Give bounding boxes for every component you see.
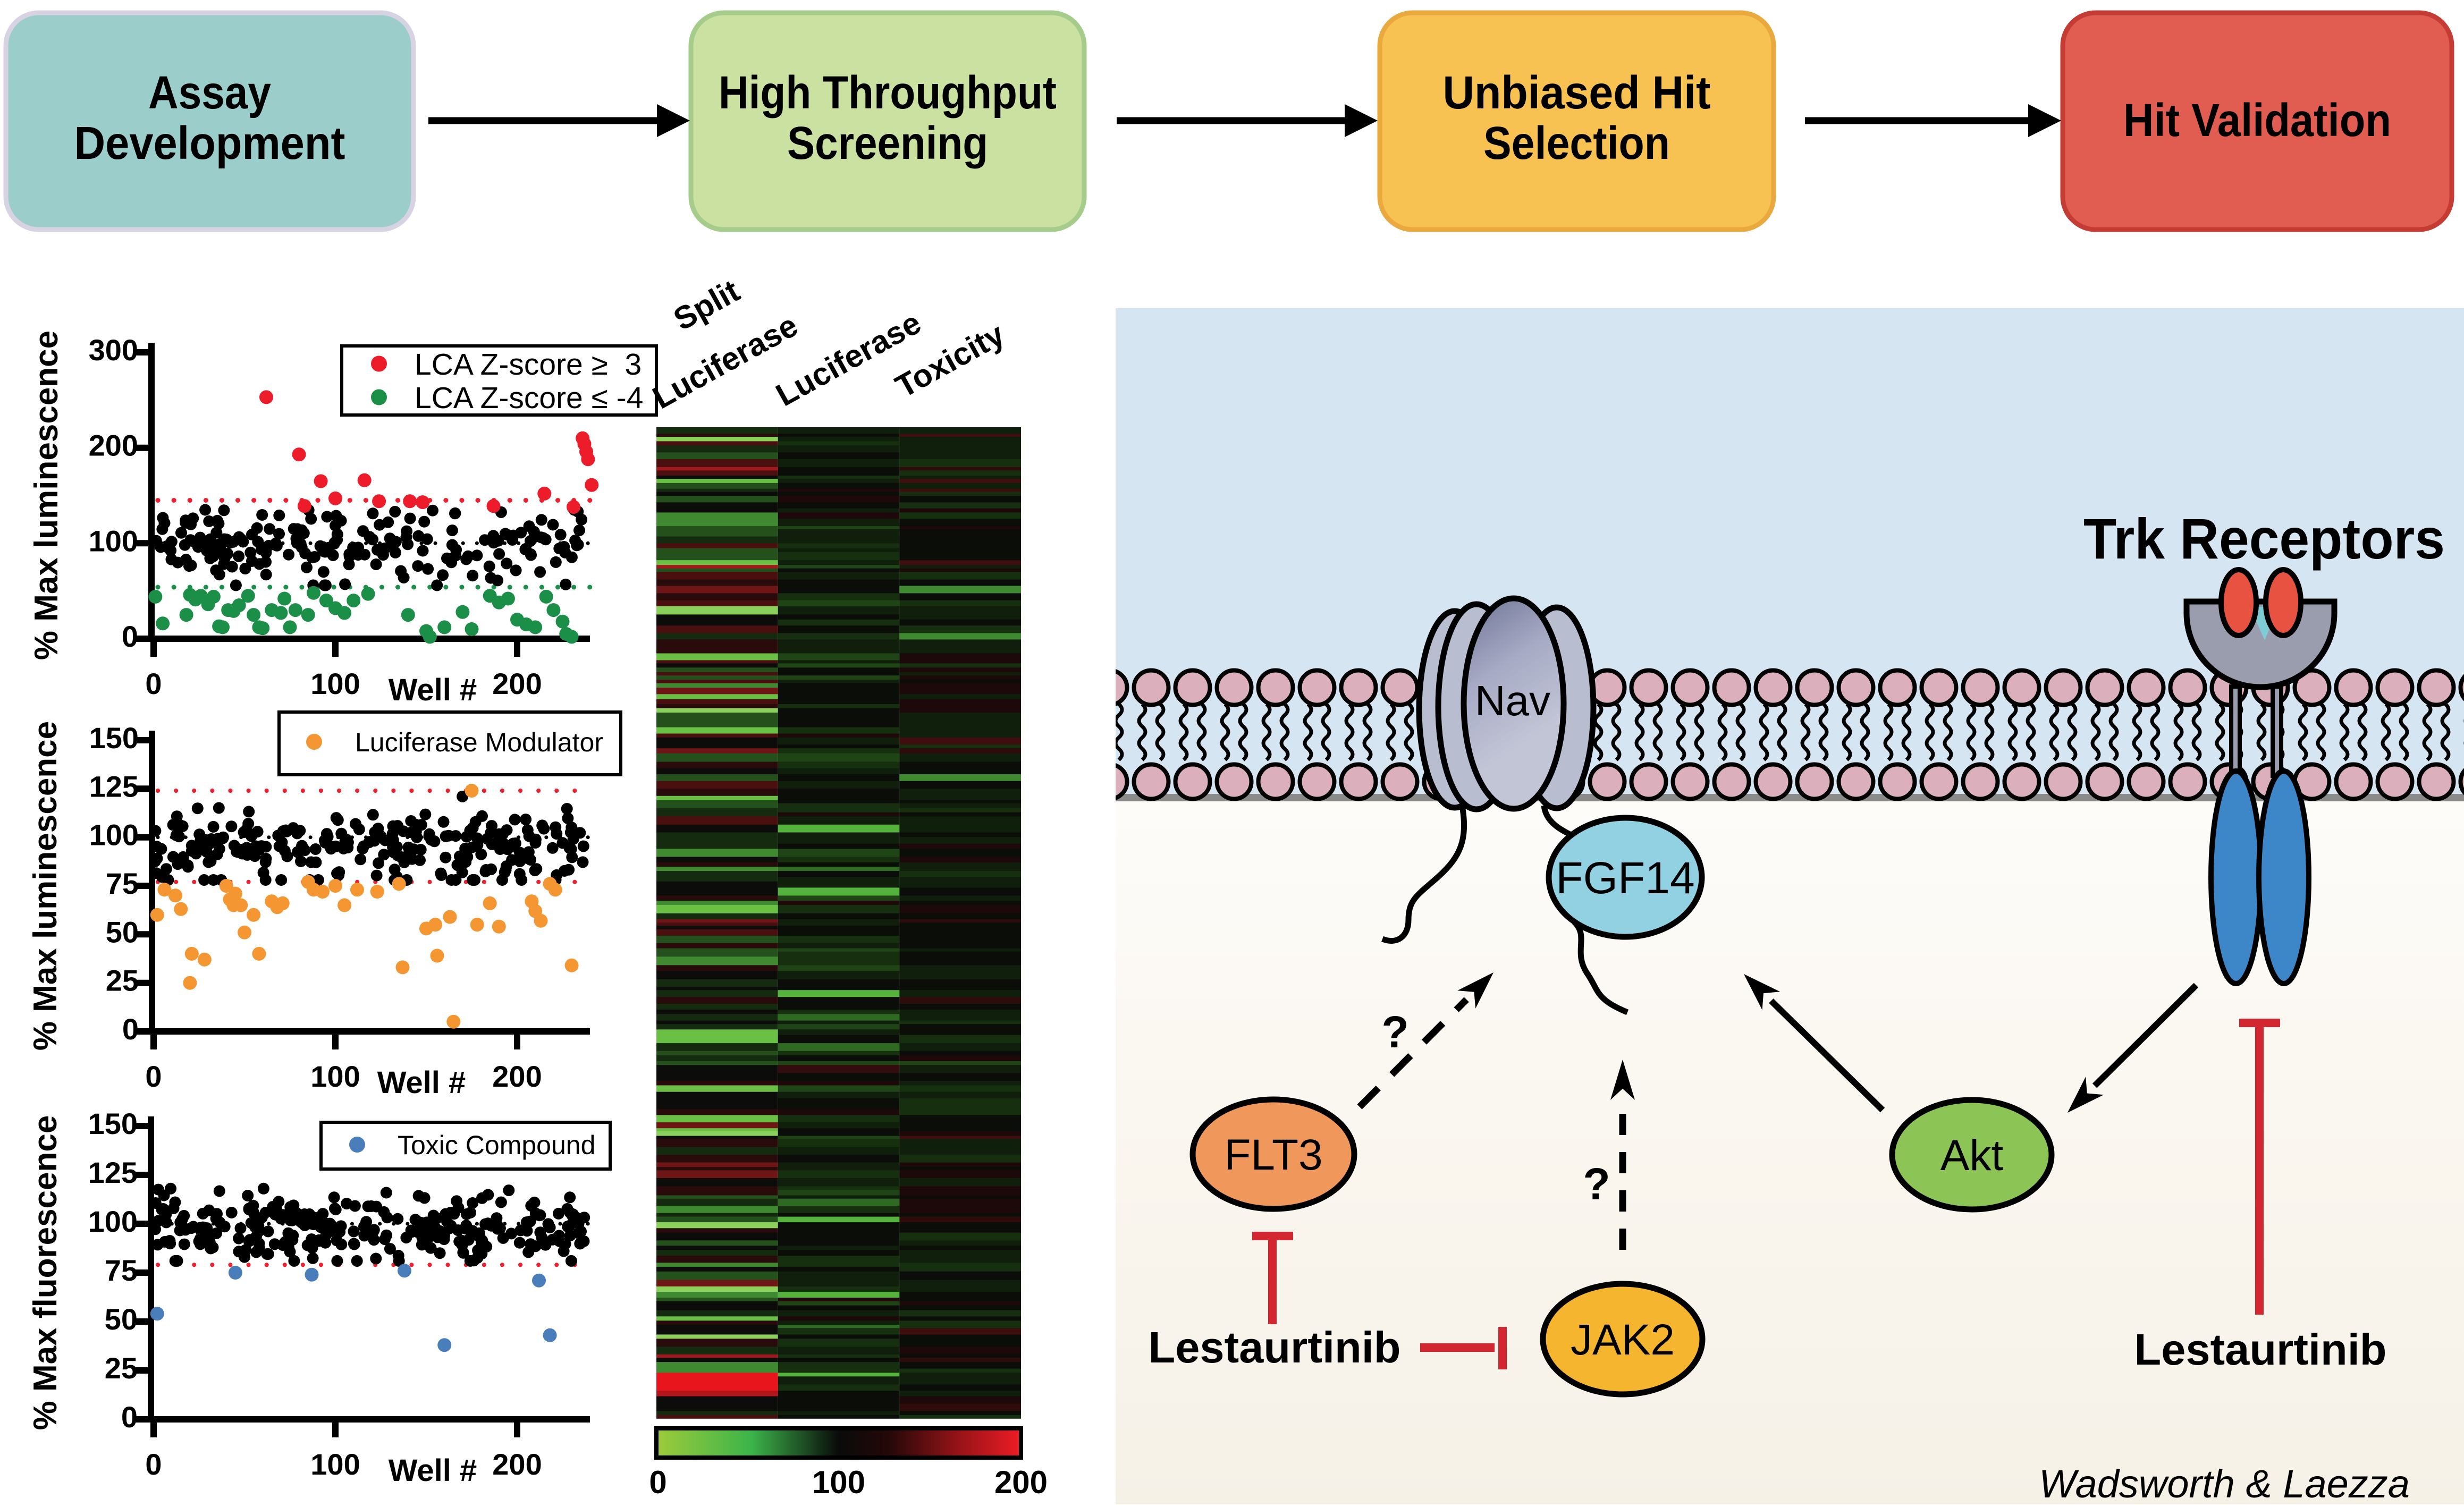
svg-text:Akt: Akt [1940, 1131, 2004, 1180]
svg-text:JAK2: JAK2 [1571, 1316, 1675, 1364]
svg-text:0: 0 [145, 1060, 162, 1093]
svg-text:300: 300 [89, 333, 138, 367]
svg-text:100: 100 [310, 1060, 360, 1093]
svg-text:Well #: Well # [389, 1453, 477, 1488]
svg-text:0: 0 [649, 1464, 666, 1500]
svg-text:% Max luminescence: % Max luminescence [27, 721, 64, 1051]
svg-text:Assay: Assay [148, 67, 271, 118]
svg-text:LCA Z-score ≤ -4: LCA Z-score ≤ -4 [415, 381, 643, 415]
svg-text:Unbiased Hit: Unbiased Hit [1443, 67, 1711, 118]
svg-text:125: 125 [88, 1156, 138, 1189]
svg-text:25: 25 [106, 964, 139, 997]
svg-text:Well #: Well # [389, 673, 477, 707]
svg-text:0: 0 [122, 1012, 139, 1046]
svg-text:0: 0 [121, 1400, 138, 1434]
svg-text:50: 50 [106, 915, 139, 949]
svg-text:% Max fluorescence: % Max fluorescence [27, 1115, 64, 1430]
svg-text:0: 0 [145, 667, 162, 700]
svg-text:100: 100 [88, 1205, 138, 1238]
svg-text:100: 100 [89, 524, 138, 557]
svg-text:125: 125 [89, 769, 139, 803]
svg-text:50: 50 [105, 1302, 138, 1336]
svg-text:Selection: Selection [1483, 117, 1670, 169]
svg-text:150: 150 [88, 1107, 138, 1140]
svg-text:0: 0 [122, 620, 138, 653]
svg-text:75: 75 [105, 1254, 138, 1287]
svg-text:Nav: Nav [1475, 677, 1550, 724]
svg-text:150: 150 [89, 721, 139, 755]
svg-text:?: ? [1583, 1159, 1610, 1209]
svg-text:Lestaurtinib: Lestaurtinib [1149, 1323, 1401, 1372]
svg-text:0: 0 [145, 1447, 162, 1481]
svg-text:Wadsworth & Laezza: Wadsworth & Laezza [2039, 1462, 2410, 1504]
svg-text:Toxic Compound: Toxic Compound [398, 1130, 595, 1160]
svg-text:100: 100 [812, 1464, 865, 1500]
svg-text:?: ? [1381, 1007, 1408, 1057]
svg-text:200: 200 [492, 667, 542, 700]
svg-text:Luciferase Modulator: Luciferase Modulator [355, 727, 603, 757]
svg-text:100: 100 [310, 1447, 360, 1481]
svg-text:Development: Development [74, 117, 345, 169]
svg-text:200: 200 [89, 429, 138, 462]
svg-text:100: 100 [310, 667, 360, 700]
svg-text:Trk Receptors: Trk Receptors [2083, 506, 2445, 571]
svg-text:200: 200 [492, 1060, 542, 1093]
svg-text:% Max luminescence: % Max luminescence [28, 331, 65, 660]
svg-text:LCA Z-score ≥ 3: LCA Z-score ≥ 3 [415, 348, 642, 382]
svg-text:100: 100 [89, 818, 139, 852]
svg-text:Lestaurtinib: Lestaurtinib [2134, 1325, 2387, 1374]
svg-text:FGF14: FGF14 [1556, 853, 1694, 903]
svg-text:FLT3: FLT3 [1224, 1131, 1322, 1179]
svg-text:Hit Validation: Hit Validation [2123, 95, 2391, 146]
svg-text:75: 75 [106, 867, 139, 900]
svg-text:200: 200 [994, 1464, 1048, 1500]
svg-text:25: 25 [105, 1351, 138, 1385]
svg-text:Well #: Well # [377, 1065, 466, 1100]
svg-text:Screening: Screening [787, 117, 988, 169]
svg-text:High Throughput: High Throughput [719, 67, 1057, 118]
svg-text:200: 200 [492, 1447, 542, 1481]
